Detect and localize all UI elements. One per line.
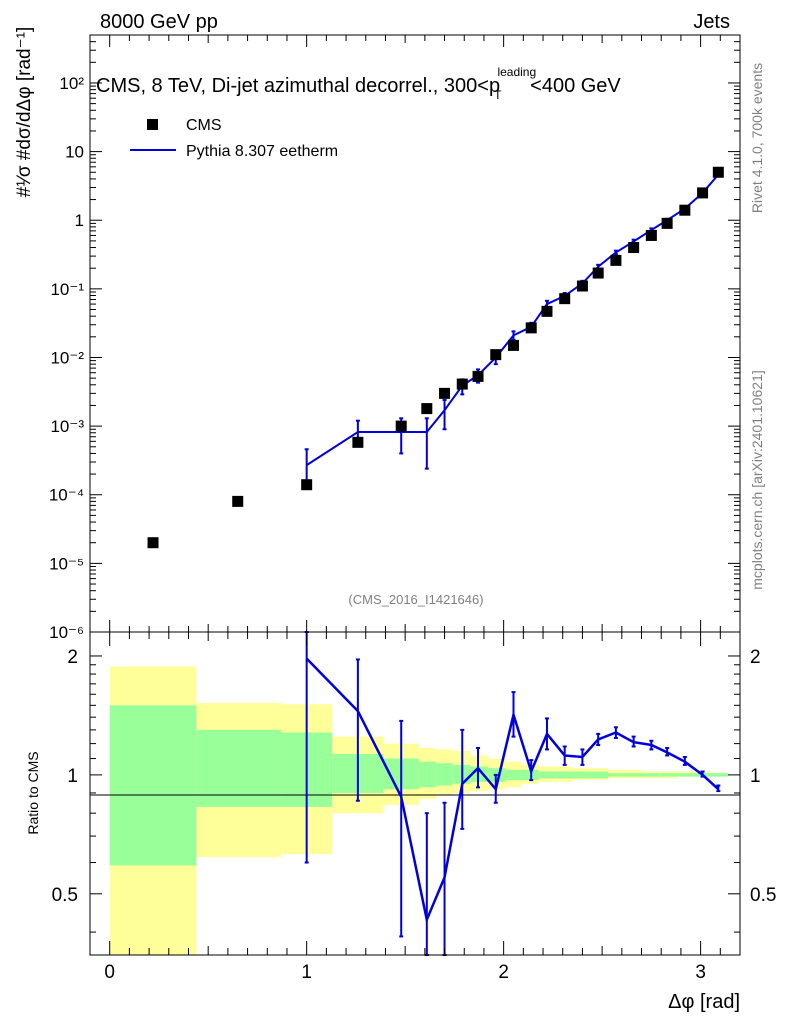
cms-series [147, 166, 724, 549]
uncertainty-band-inner [539, 771, 557, 779]
cms-point [472, 370, 484, 382]
chart-title-sub: T [494, 88, 502, 102]
legend: CMS Pythia 8.307 eetherm [130, 117, 338, 160]
ratio-tick-label-right: 1 [750, 766, 761, 787]
ratio-tick-label: 2 [67, 647, 78, 668]
cms-point [456, 378, 468, 390]
cms-point [439, 387, 451, 399]
legend-pythia-label: Pythia 8.307 eetherm [186, 143, 338, 160]
y-tick-label: 10⁻⁶ [49, 623, 84, 642]
ratio-tick-label: 1 [67, 766, 78, 787]
ratio-frame [89, 631, 741, 956]
uncertainty-band-inner [623, 773, 642, 777]
uncertainty-band-inner [572, 771, 591, 779]
y-tick-label: 10⁻⁴ [49, 486, 84, 505]
cms-point [645, 229, 657, 241]
header-left: 8000 GeV pp [100, 11, 218, 33]
uncertainty-band-inner [556, 771, 573, 779]
y-tick-label: 1 [75, 211, 84, 230]
main-panel: 10⁻⁶ 10⁻⁵ 10⁻⁴ 10⁻³ 10⁻² 10⁻¹ 1 10 10² [49, 34, 741, 642]
ratio-tick-label-right: 2 [750, 647, 761, 668]
y-axis-label: #¹⁄σ #dσ/dΔφ [rad⁻¹] [14, 27, 35, 197]
cms-point [559, 293, 571, 305]
main-axis-ticks: 10⁻⁶ 10⁻⁵ 10⁻⁴ 10⁻³ 10⁻² 10⁻¹ 1 10 10² [49, 34, 741, 642]
uncertainty-band-inner [659, 773, 677, 777]
ratio-tick-label-right: 0.5 [750, 885, 776, 906]
header-right: Jets [693, 11, 730, 33]
cms-point [421, 403, 433, 415]
cms-point [507, 339, 519, 351]
y-tick-label: 10⁻¹ [50, 280, 84, 299]
ratio-tick-label: 0.5 [52, 885, 78, 906]
y-tick-label: 10² [59, 74, 84, 93]
ratio-y-label: Ratio to CMS [25, 751, 41, 834]
cms-point [490, 349, 502, 361]
cms-point [697, 187, 709, 199]
y-tick-label: 10⁻³ [50, 417, 84, 436]
uncertainty-band-inner [608, 773, 624, 777]
uncertainty-band-inner [436, 763, 453, 786]
x-tick-label: 1 [301, 962, 312, 983]
uncertainty-band-inner [196, 729, 282, 807]
chart-title: CMS, 8 TeV, Di-jet azimuthal decorrel., … [96, 65, 621, 102]
ratio-bands [109, 666, 729, 955]
uncertainty-band-inner [109, 705, 197, 866]
uncertainty-band-inner [505, 769, 522, 781]
cms-point [661, 217, 673, 229]
y-tick-label: 10⁻² [50, 348, 84, 367]
chart-title-main: CMS, 8 TeV, Di-jet azimuthal decorrel., … [96, 75, 500, 97]
cms-point [679, 204, 691, 216]
x-axis-label: Δφ [rad] [668, 991, 740, 1013]
x-tick-label: 3 [695, 962, 706, 983]
cms-point [395, 420, 407, 432]
uncertainty-band-inner [676, 773, 693, 777]
cms-point [592, 267, 604, 279]
analysis-id: (CMS_2016_I1421646) [348, 592, 483, 607]
y-tick-label: 10⁻⁵ [49, 554, 84, 573]
legend-cms-label: CMS [186, 117, 222, 134]
ratio-panel: 0.5 0.5 1 1 2 2 [52, 631, 776, 956]
cms-point [352, 436, 364, 448]
side-label-bottom: mcplots.cern.ch [arXiv:2401.10621] [749, 370, 765, 589]
chart-title-sup: leading [497, 65, 536, 79]
x-tick-label: 2 [498, 962, 509, 983]
uncertainty-band-inner [710, 773, 729, 777]
cms-point [525, 322, 537, 334]
pythia-series [304, 172, 721, 486]
ratio-axis-ticks: 0.5 0.5 1 1 2 2 [52, 632, 776, 955]
cms-point [628, 242, 640, 254]
uncertainty-band-inner [641, 773, 660, 777]
y-tick-label: 10 [65, 143, 84, 162]
cms-point [576, 280, 588, 292]
cms-point [541, 305, 553, 317]
uncertainty-band-inner [418, 761, 437, 788]
uncertainty-band-inner [590, 771, 609, 779]
cms-point [232, 495, 244, 507]
cms-point [610, 254, 622, 266]
legend-cms-marker [147, 119, 158, 130]
x-tick-label: 0 [104, 962, 115, 983]
ratio-series [304, 631, 721, 956]
cms-point [712, 166, 724, 178]
pythia-line [306, 174, 720, 466]
x-tick-labels: 0 1 2 3 [104, 962, 705, 983]
side-label-top: Rivet 4.1.0, 700k events [749, 63, 765, 213]
chart-title-tail: <400 GeV [530, 75, 621, 97]
cms-point [301, 479, 313, 491]
cms-point [147, 537, 159, 549]
